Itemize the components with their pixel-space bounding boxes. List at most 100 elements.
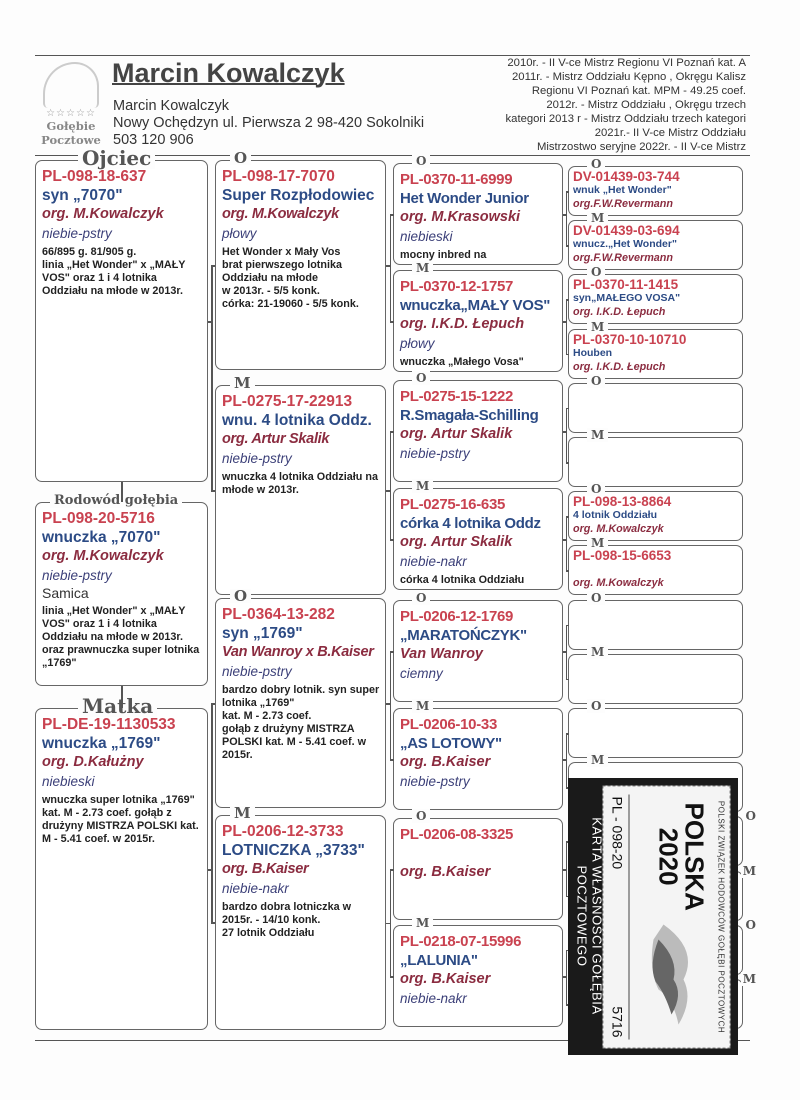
- pigeon-breeder: org. M.Kowalczyk: [573, 523, 664, 536]
- ancestor-card[interactable]: O DV-01439-03-744 wnuk „Het Wonder" org.F.W…: [568, 157, 743, 216]
- stamp-country-year: POLSKA 2020: [654, 803, 710, 911]
- parent-label: M: [412, 699, 434, 713]
- ancestor-card[interactable]: O: [568, 699, 743, 758]
- connector-line: [563, 869, 566, 871]
- honor-line: Regionu VI Poznań kat. MPM - 49.25 coef.: [531, 85, 746, 97]
- connector-line: [565, 299, 569, 301]
- pigeon-breeder: Van Wanroy x B.Kaiser: [222, 644, 374, 660]
- pigeon-ring: [573, 603, 739, 618]
- dam-card[interactable]: Matka PL-DE-19-1130533 wnuczka „1769" org. …: [35, 695, 208, 1030]
- connector-line: [389, 431, 394, 433]
- pigeon-name: [573, 726, 739, 739]
- grandparent-card[interactable]: M PL-0275-17-22913 wnu. 4 lotnika Oddz. org…: [215, 376, 386, 595]
- great-grandparent-card[interactable]: M PL-0275-16-635 córka 4 lotnika Oddz org. …: [393, 479, 563, 590]
- pigeon-name: [573, 618, 739, 631]
- pigeon-color: niebie-pstry: [42, 226, 112, 241]
- pigeon-ring: [573, 657, 739, 672]
- owner-phone: 503 120 906: [113, 132, 194, 148]
- great-grandparent-card[interactable]: M PL-0206-10-33 „AS LOTOWY" org. B.Kaiser ni…: [393, 699, 563, 810]
- grandparent-card[interactable]: M PL-0206-12-3733 LOTNICZKA „3733" org. B.K…: [215, 806, 386, 1030]
- ancestor-card[interactable]: O PL-0370-11-1415 syn„MAŁEGO VOSA" org. I.K…: [568, 265, 743, 325]
- great-grandparent-card[interactable]: O PL-0275-15-1222 R.Smagała-Schilling org. …: [393, 371, 563, 482]
- pigeon-color: niebie-pstry: [222, 664, 292, 679]
- pigeon-name: „MARATOŃCZYK": [400, 627, 527, 644]
- pigeon-breeder: org. Artur Skalik: [400, 426, 513, 442]
- pigeon-name: wnu. 4 lotnika Oddz.: [222, 412, 372, 429]
- pigeon-notes: 66/895 g. 81/905 g. linia „Het Wonder" x…: [42, 246, 186, 297]
- parent-label: O: [587, 590, 606, 605]
- connector-line: [565, 678, 569, 681]
- pigeon-color: ciemny: [400, 666, 443, 681]
- pigeon-breeder: org. M.Kowalczyk: [573, 577, 664, 590]
- pigeon-notes: [400, 1011, 557, 1024]
- connector-line: [389, 539, 394, 541]
- pigeon-color: niebie-pstry: [400, 774, 470, 789]
- connector-line: [563, 431, 566, 433]
- connector-line: [389, 976, 394, 978]
- breeder-title: Marcin Kowalczyk: [112, 58, 345, 88]
- pigeon-breeder: org. I.K.D. Łepuch: [573, 360, 666, 373]
- honors-list: 2010r. - II V-ce Mistrz Regionu VI Pozna…: [462, 56, 746, 154]
- parent-label: M: [230, 806, 255, 821]
- honor-line: 2010r. - II V-ce Mistrz Regionu VI Pozna…: [507, 57, 746, 69]
- pigeon-ring: DV-01439-03-694: [573, 223, 680, 239]
- parent-label: M: [587, 536, 609, 551]
- ancestor-card[interactable]: M PL-0370-10-10710 Houben org. I.K.D. Łepuc…: [568, 319, 743, 379]
- connector-line: [386, 703, 390, 705]
- ancestor-card[interactable]: O PL-098-13-8864 4 lotnik Oddziału org. M.K…: [568, 482, 743, 542]
- parent-label: Matka: [78, 695, 158, 717]
- ancestor-card[interactable]: M PL-098-15-6653 org. M.Kowalczyk: [568, 536, 743, 596]
- sire-card[interactable]: Ojciec PL-098-18-637 syn „7070" org. M.Kowa…: [35, 147, 208, 482]
- connector-line: [211, 265, 215, 267]
- great-grandparent-card[interactable]: M PL-0218-07-15996 „LALUNIA" org. B.Kaiser n…: [393, 916, 563, 1027]
- pigeon-ring: PL-0218-07-15996: [400, 933, 522, 950]
- parent-label: O: [587, 699, 606, 713]
- parent-label: O: [230, 589, 252, 604]
- grandparent-card[interactable]: O PL-0364-13-282 syn „1769" Van Wanroy x B.…: [215, 589, 386, 808]
- pigeon-name: „AS LOTOWY": [400, 735, 502, 752]
- ancestor-card[interactable]: M DV-01439-03-694 wnucz.„Het Wonder" org.F.…: [568, 211, 743, 271]
- pigeon-ring: PL-0370-11-6999: [400, 171, 513, 188]
- pigeon-color: niebieski: [400, 229, 453, 244]
- connector-line: [565, 733, 569, 735]
- pigeon-breeder: org. M.Kowalczyk: [42, 206, 164, 222]
- honor-line: Mistrzostwo seryjne 2022r. - II V-ce Mis…: [536, 141, 746, 153]
- pigeon-icon: [651, 924, 688, 1025]
- connector-line: [565, 191, 567, 246]
- ancestor-card[interactable]: O: [568, 373, 743, 433]
- footer-rule: [35, 1040, 750, 1041]
- parent-label: O: [743, 917, 758, 932]
- logo-text-1: Gołębie: [46, 119, 96, 133]
- pigeon-ring: PL-098-17-7070: [222, 168, 335, 185]
- great-grandparent-card[interactable]: O PL-0206-08-3325 org. B.Kaiser: [393, 809, 563, 920]
- pigeon-color: płowy: [222, 226, 257, 241]
- pigeon-name: R.Smagała-Schilling: [400, 407, 539, 424]
- stamp-number: 5716: [609, 1006, 626, 1038]
- pigeon-breeder: org. B.Kaiser: [222, 861, 309, 877]
- connector-line: [563, 214, 566, 216]
- ancestor-card[interactable]: M: [568, 428, 743, 487]
- pigeon-name: Houben: [573, 346, 613, 359]
- pigeon-breeder: org. Artur Skalik: [222, 431, 330, 447]
- connector-line: [389, 869, 394, 871]
- pigeon-ring: DV-01439-03-744: [573, 169, 680, 184]
- pigeon-color: niebie-pstry: [42, 568, 112, 583]
- pigeon-ring: [573, 711, 739, 726]
- ancestor-card[interactable]: M: [568, 644, 743, 704]
- ancestor-card[interactable]: O: [568, 590, 743, 650]
- pigeon-name: „LALUNIA": [400, 952, 478, 969]
- connector-line: [565, 949, 567, 1004]
- connector-line: [563, 976, 566, 978]
- connector-line: [565, 407, 569, 410]
- grandparent-card[interactable]: O PL-098-17-7070 Super Rozpłodowiec org. M.…: [215, 151, 386, 370]
- great-grandparent-card[interactable]: O PL-0206-12-1769 „MARATOŃCZYK" Van Wanroy c…: [393, 591, 563, 702]
- great-grandparent-card[interactable]: O PL-0370-11-6999 Het Wonder Junior org. M.…: [393, 154, 563, 265]
- pigeon-notes: bardzo dobry lotnik. syn super lotnika „…: [222, 684, 380, 761]
- connector-line: [389, 214, 391, 321]
- owner-name: Marcin Kowalczyk: [113, 98, 230, 114]
- parent-label: O: [587, 373, 606, 388]
- pigeon-ring: PL-0370-10-10710: [573, 331, 687, 347]
- great-grandparent-card[interactable]: M PL-0370-12-1757 wnuczka„MAŁY VOS" org. I.…: [393, 261, 563, 372]
- subject-card[interactable]: Rodowód gołębia PL-098-20-5716 wnuczka „70…: [35, 494, 208, 686]
- parent-label: M: [587, 319, 609, 334]
